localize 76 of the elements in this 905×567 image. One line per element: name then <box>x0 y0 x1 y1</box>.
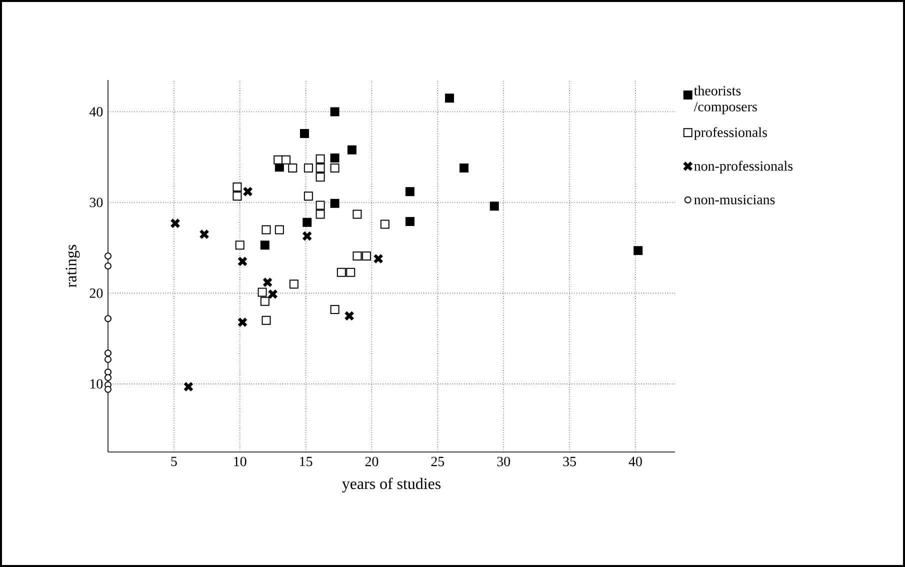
point <box>304 192 313 201</box>
x-tick-label: 40 <box>628 456 642 466</box>
point <box>262 316 271 325</box>
point <box>274 225 284 234</box>
y-tick-label: 30 <box>90 198 103 208</box>
y-tick-label: 20 <box>90 288 103 298</box>
point <box>373 254 384 264</box>
point <box>183 382 194 392</box>
point <box>260 296 270 306</box>
point <box>316 200 325 210</box>
point <box>262 277 273 288</box>
point <box>237 256 248 267</box>
point <box>490 202 499 211</box>
point <box>336 268 346 277</box>
point <box>289 280 298 289</box>
y-tick-label: 10 <box>90 379 103 389</box>
point <box>344 310 354 322</box>
point <box>346 268 356 277</box>
point <box>235 240 244 250</box>
point <box>302 230 312 242</box>
point <box>260 240 270 250</box>
point <box>405 187 414 196</box>
x-tick-label: 10 <box>234 456 246 466</box>
y-axis-title: ratings <box>66 244 80 288</box>
point <box>104 315 112 322</box>
point <box>232 182 242 192</box>
x-tick-label: 15 <box>300 456 312 466</box>
point <box>258 288 267 297</box>
x-tick-label: 35 <box>563 456 576 466</box>
point <box>304 164 313 172</box>
x-axis-title: years of studies <box>342 478 441 492</box>
point <box>262 225 271 234</box>
point <box>316 210 325 219</box>
point <box>362 252 371 261</box>
point <box>282 155 291 164</box>
x-tick-label: 20 <box>365 456 378 466</box>
point <box>104 356 112 363</box>
point <box>316 164 325 172</box>
point <box>104 386 112 393</box>
point <box>104 252 112 260</box>
point <box>232 192 242 201</box>
point <box>330 305 340 314</box>
point <box>316 172 325 182</box>
point <box>330 198 340 208</box>
y-tick-label: 40 <box>89 107 103 116</box>
point <box>405 217 414 226</box>
x-tick-label: 30 <box>497 456 510 466</box>
point <box>104 350 112 357</box>
x-tick-label: 25 <box>431 456 444 466</box>
point <box>199 229 210 240</box>
point <box>330 164 340 172</box>
point <box>330 154 340 163</box>
point <box>274 155 283 164</box>
point <box>288 164 298 172</box>
point <box>170 218 180 228</box>
point <box>347 145 356 154</box>
legend-label: non-professionals <box>694 160 793 174</box>
point <box>634 246 643 256</box>
point <box>330 107 340 116</box>
point <box>242 186 253 197</box>
point <box>104 262 112 270</box>
legend-label: theorists /composers <box>694 86 757 114</box>
point <box>237 317 248 328</box>
legend-label: non-musicians <box>694 194 775 204</box>
x-tick-label: 5 <box>171 456 177 466</box>
point <box>300 129 309 138</box>
point <box>445 94 454 103</box>
point <box>460 164 469 172</box>
point <box>302 218 312 227</box>
point <box>380 220 390 229</box>
point <box>316 154 325 164</box>
legend-label: professionals <box>694 127 767 140</box>
point <box>268 288 278 300</box>
point <box>352 252 362 261</box>
point <box>104 374 112 382</box>
point <box>352 210 362 219</box>
